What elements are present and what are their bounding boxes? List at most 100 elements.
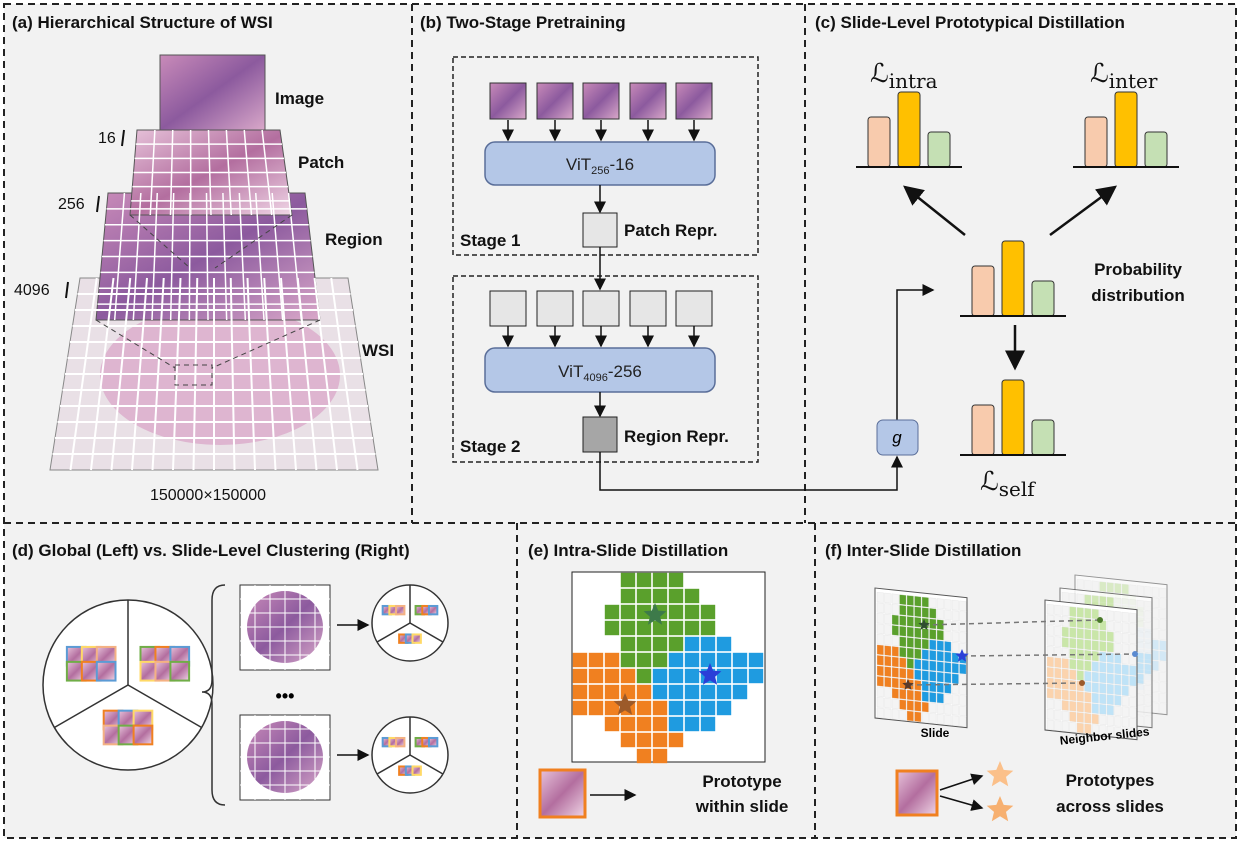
cell — [945, 631, 952, 641]
cell — [960, 674, 967, 684]
output-label: Region Repr. — [624, 427, 729, 446]
cell — [877, 687, 884, 697]
cell — [922, 702, 929, 712]
cell — [1062, 690, 1069, 700]
cell — [1085, 661, 1092, 671]
cell — [937, 609, 944, 619]
cell — [685, 717, 699, 731]
cell — [885, 635, 892, 645]
cell — [589, 653, 603, 667]
cell — [937, 662, 944, 672]
cell — [922, 607, 929, 617]
size-label: 4096 — [14, 282, 50, 299]
size-label: 256 — [58, 196, 85, 213]
cell — [1130, 623, 1137, 633]
cell — [1152, 682, 1159, 692]
cell — [900, 637, 907, 647]
cell — [930, 703, 937, 713]
cell — [1137, 600, 1144, 610]
cell — [1107, 621, 1114, 631]
cell — [1070, 593, 1077, 603]
model-suffix: -256 — [608, 362, 642, 381]
cell — [1092, 609, 1099, 619]
cell — [1055, 699, 1062, 709]
cell — [1122, 675, 1129, 685]
level-label: Region — [325, 230, 383, 249]
cell — [892, 594, 899, 604]
dot — [1097, 617, 1103, 623]
cell — [1145, 653, 1152, 663]
cell — [1055, 668, 1062, 678]
cell — [1085, 682, 1092, 692]
level-label: Patch — [298, 153, 344, 172]
cell — [930, 640, 937, 650]
loss-sub: intra — [889, 69, 938, 93]
cell — [885, 677, 892, 687]
cell — [1055, 636, 1062, 646]
cell — [907, 690, 914, 700]
cell — [1085, 629, 1092, 639]
bar — [1115, 92, 1137, 167]
cell — [637, 685, 651, 699]
cell — [637, 669, 651, 683]
cell — [621, 669, 635, 683]
cell — [877, 676, 884, 686]
cell — [1122, 686, 1129, 696]
cell — [1047, 615, 1054, 625]
cell — [892, 636, 899, 646]
cell — [915, 628, 922, 638]
cell — [701, 605, 715, 619]
cell — [1107, 684, 1114, 694]
cell — [952, 684, 959, 694]
bar — [1002, 380, 1024, 455]
cell — [733, 669, 747, 683]
cell — [1062, 721, 1069, 731]
cell — [885, 645, 892, 655]
cell — [605, 717, 619, 731]
cell — [1137, 586, 1144, 596]
cell — [637, 733, 651, 747]
cell — [669, 605, 683, 619]
thumb — [413, 766, 421, 774]
token — [583, 291, 619, 326]
cell — [1085, 640, 1092, 650]
bar — [972, 266, 994, 316]
cell — [945, 715, 952, 725]
cell — [877, 613, 884, 623]
cell — [1115, 632, 1122, 642]
legend-label: Prototype — [702, 772, 781, 791]
cell — [907, 669, 914, 679]
cell — [952, 621, 959, 631]
cell — [1130, 676, 1137, 686]
cell — [1070, 701, 1077, 711]
cell — [930, 671, 937, 681]
cell — [1062, 627, 1069, 637]
cell — [1115, 664, 1122, 674]
cell — [1062, 637, 1069, 647]
cell — [1145, 586, 1152, 596]
cell — [1145, 706, 1152, 716]
cell — [877, 624, 884, 634]
cell — [653, 685, 667, 699]
cell — [1122, 599, 1129, 609]
cell — [892, 678, 899, 688]
cell — [733, 653, 747, 667]
cell — [685, 621, 699, 635]
cell — [1100, 715, 1107, 725]
model-base: ViT — [558, 362, 583, 381]
cell — [885, 666, 892, 676]
cell — [937, 672, 944, 682]
cell — [1047, 636, 1054, 646]
cell — [1092, 693, 1099, 703]
cell — [907, 606, 914, 616]
cell — [701, 637, 715, 651]
vit-box — [485, 142, 715, 185]
cell — [1152, 640, 1159, 650]
cell — [1077, 691, 1084, 701]
cell — [1160, 703, 1167, 713]
thumb — [429, 738, 437, 746]
cell — [1122, 696, 1129, 706]
level-label: WSI — [362, 341, 394, 360]
cell — [1130, 599, 1137, 609]
cell — [892, 699, 899, 709]
